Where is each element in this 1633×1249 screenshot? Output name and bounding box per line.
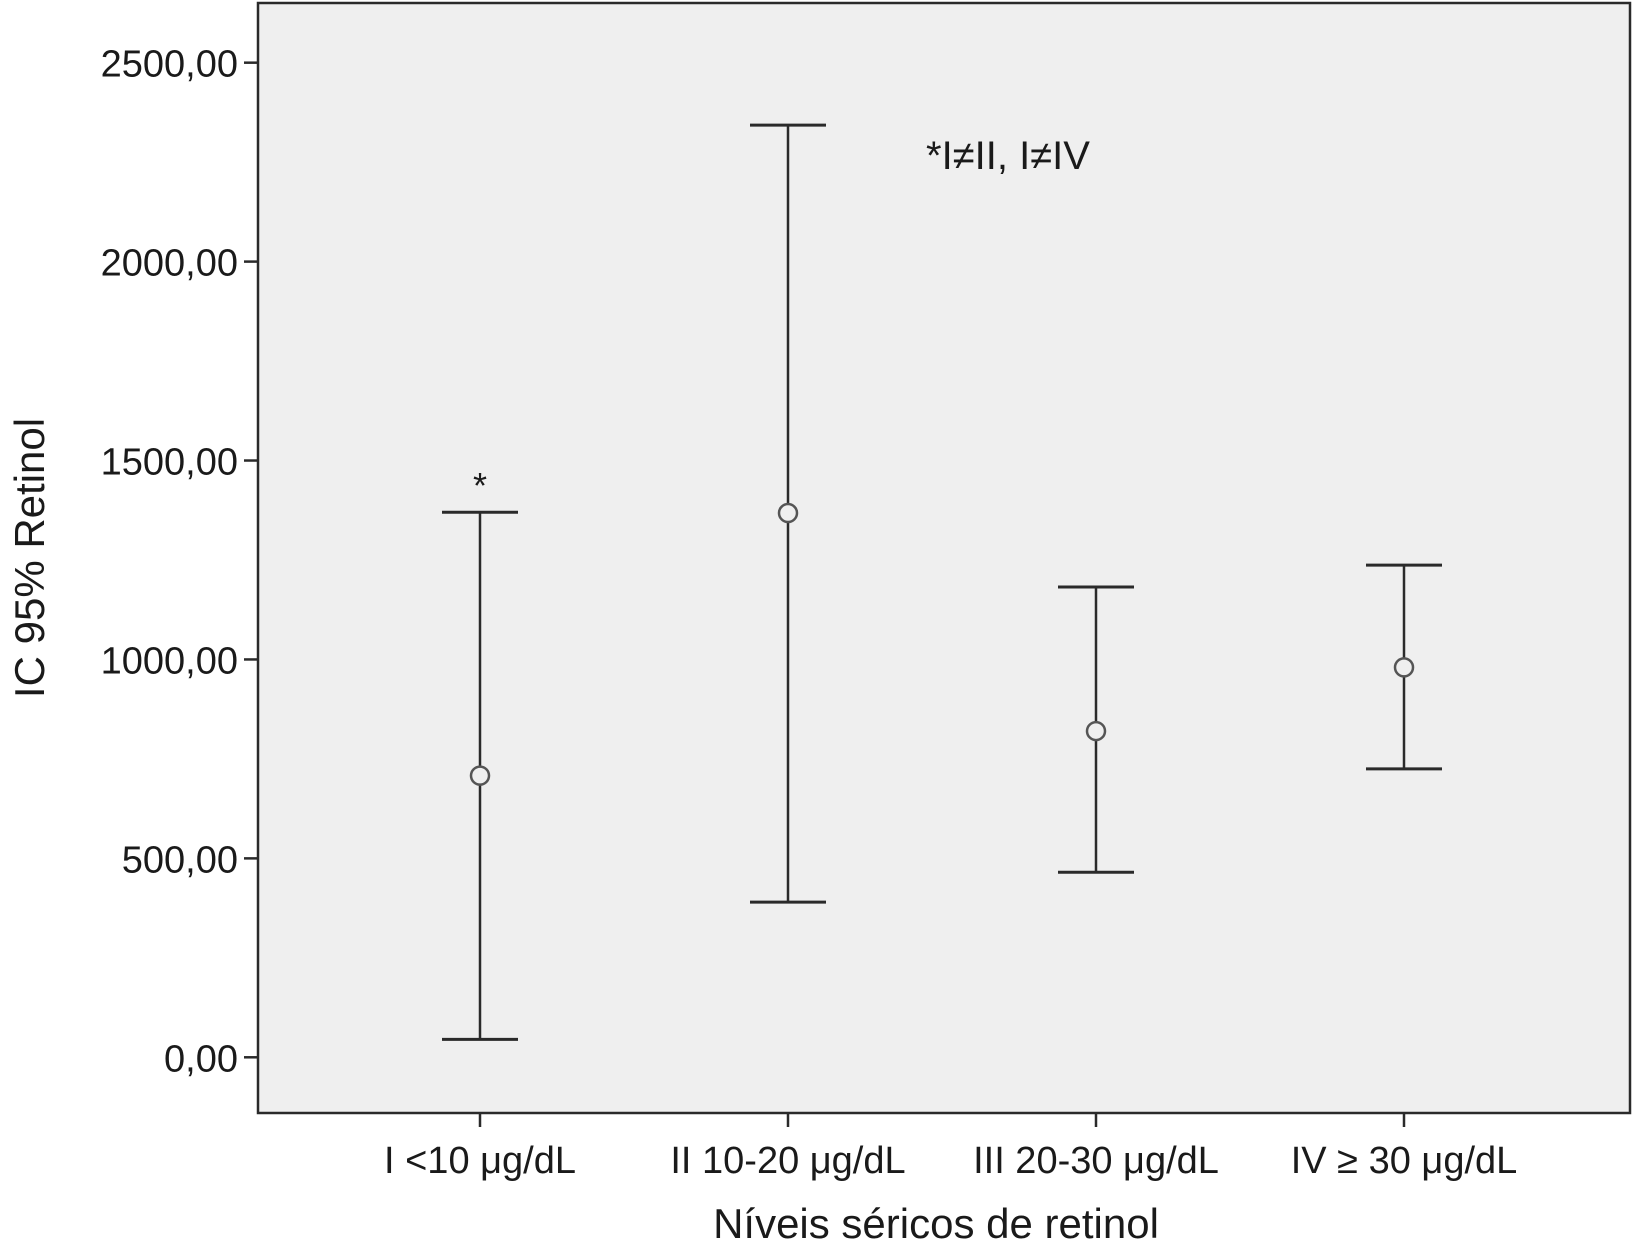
x-tick-label: I <10 μg/dL — [384, 1140, 576, 1182]
y-tick-label: 2500,00 — [101, 44, 238, 86]
mean-point — [777, 502, 799, 524]
y-axis-title: IC 95% Retinol — [6, 418, 53, 698]
y-tick-label: 1000,00 — [101, 640, 238, 682]
x-axis: I <10 μg/dL II 10-20 μg/dL III 20-30 μg/dL… — [384, 1113, 1517, 1182]
significance-marker: * — [473, 465, 487, 506]
mean-point — [1085, 720, 1107, 742]
x-tick-label: III 20-30 μg/dL — [973, 1140, 1219, 1182]
error-bar — [750, 123, 826, 904]
y-axis: 0,00 500,00 1000,00 1500,00 2000,00 2500,00 — [101, 44, 258, 1080]
y-tick-label: 1500,00 — [101, 442, 238, 484]
error-bar — [1366, 563, 1442, 771]
x-tick-label: IV ≥ 30 μg/dL — [1291, 1140, 1518, 1182]
error-bar — [1058, 585, 1134, 874]
plot-area — [256, 1, 1632, 1115]
mean-point — [469, 765, 491, 786]
y-tick-label: 2000,00 — [101, 243, 238, 285]
x-tick-label: II 10-20 μg/dL — [670, 1140, 905, 1182]
mean-point — [1393, 657, 1415, 678]
y-tick-label: 500,00 — [122, 839, 238, 881]
significance-annotation: *I≠II, I≠IV — [926, 134, 1090, 178]
y-tick-label: 0,00 — [164, 1038, 238, 1080]
error-bar — [442, 510, 518, 1041]
error-bars — [442, 123, 1442, 1041]
x-axis-title: Níveis séricos de retinol — [713, 1200, 1159, 1247]
